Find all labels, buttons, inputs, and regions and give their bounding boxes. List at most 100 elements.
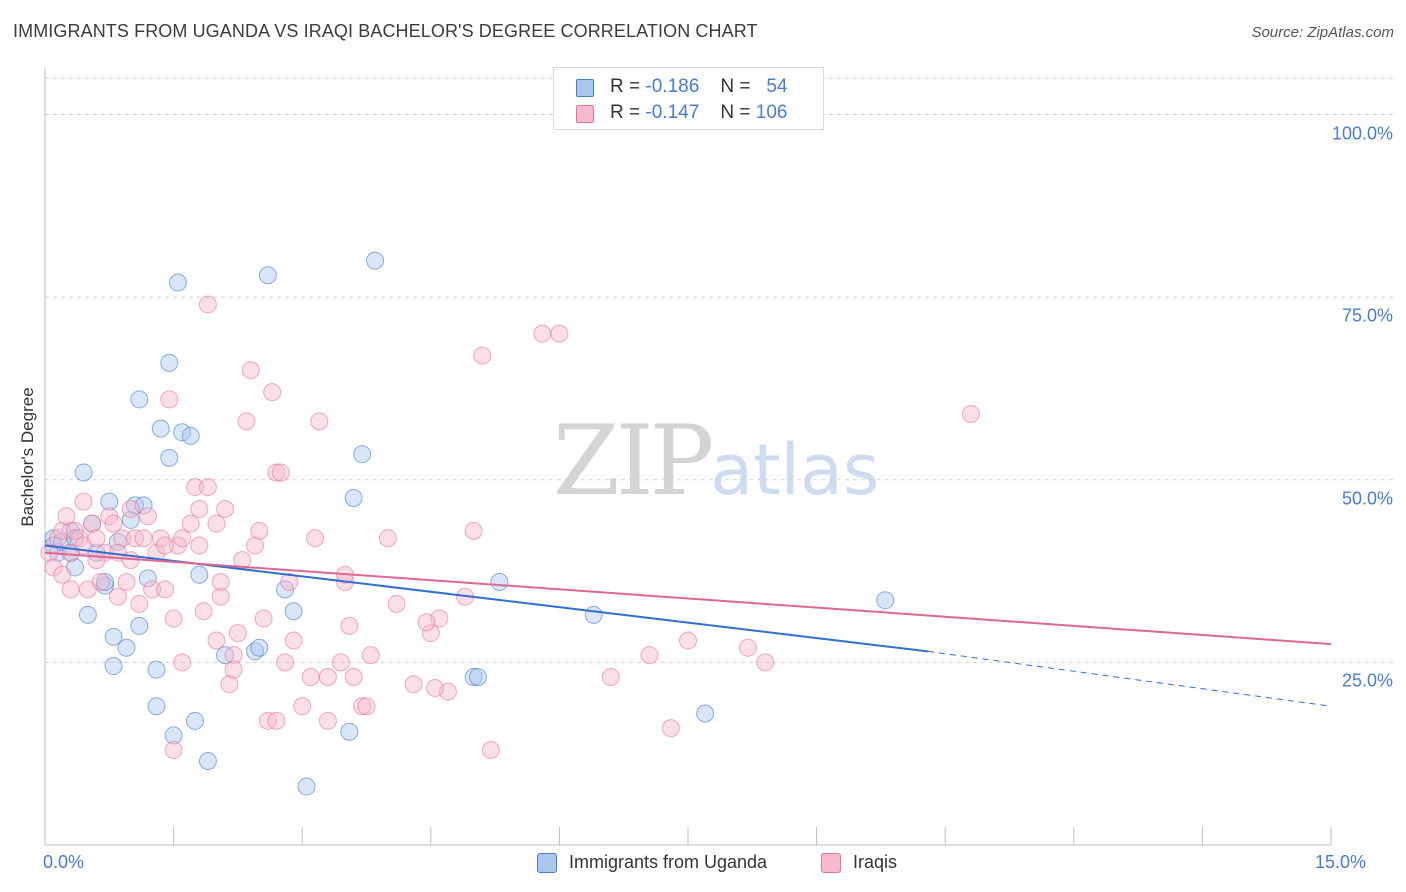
point-iraqi: [228, 624, 247, 643]
point-uganda: [104, 627, 123, 646]
point-iraqi: [194, 602, 213, 621]
chart-title: IMMIGRANTS FROM UGANDA VS IRAQI BACHELOR…: [13, 21, 758, 41]
point-iraqi: [426, 678, 445, 697]
point-iraqi: [224, 660, 243, 679]
point-iraqi: [143, 580, 162, 599]
point-iraqi: [74, 492, 93, 511]
point-iraqi: [481, 741, 500, 760]
point-iraqi: [280, 573, 299, 592]
point-uganda: [284, 602, 303, 621]
point-iraqi: [357, 697, 376, 716]
point-uganda: [160, 353, 179, 372]
point-uganda: [198, 751, 217, 770]
point-iraqi: [138, 507, 157, 526]
point-iraqi: [160, 390, 179, 409]
stats-n-label: N =: [720, 76, 751, 97]
point-uganda: [138, 569, 157, 588]
point-uganda: [147, 697, 166, 716]
point-iraqi: [156, 536, 175, 555]
point-iraqi: [211, 587, 230, 606]
point-iraqi: [53, 565, 72, 584]
point-iraqi: [318, 711, 337, 730]
point-iraqi: [104, 514, 123, 533]
point-iraqi: [216, 499, 235, 518]
point-iraqi: [473, 346, 492, 365]
point-iraqi: [87, 529, 106, 548]
point-uganda: [366, 251, 385, 270]
point-iraqi: [117, 573, 136, 592]
point-uganda: [186, 711, 205, 730]
point-iraqi: [190, 499, 209, 518]
point-uganda: [173, 423, 192, 442]
point-uganda: [96, 573, 115, 592]
stats-n-value: 106: [755, 102, 788, 123]
point-iraqi: [87, 551, 106, 570]
point-uganda: [160, 448, 179, 467]
point-iraqi: [173, 529, 192, 548]
point-iraqi: [207, 514, 226, 533]
point-iraqi: [237, 412, 256, 431]
point-iraqi: [417, 613, 436, 632]
point-iraqi: [340, 616, 359, 635]
point-iraqi: [164, 741, 183, 760]
point-uganda: [584, 605, 603, 624]
point-iraqi: [224, 646, 243, 665]
point-iraqi: [211, 573, 230, 592]
point-iraqi: [241, 361, 260, 380]
point-iraqi: [246, 536, 265, 555]
point-iraqi: [207, 631, 226, 650]
point-iraqi: [190, 536, 209, 555]
trendline-uganda-extension: [927, 650, 1332, 707]
point-uganda: [117, 638, 136, 657]
stats-box: R = -0.186 N = 54 R = -0.147 N = 106: [553, 67, 824, 130]
point-uganda: [490, 573, 509, 592]
legend-label-iraqis: Iraqis: [853, 852, 898, 872]
point-iraqi: [250, 521, 269, 540]
stats-r-value: -0.186: [645, 76, 700, 97]
point-iraqi: [134, 529, 153, 548]
watermark-atlas: atlas: [710, 429, 880, 511]
point-uganda: [100, 492, 119, 511]
x-tick-label: 15.0%: [1314, 852, 1366, 872]
point-iraqi: [57, 507, 76, 526]
point-iraqi: [756, 653, 775, 672]
point-uganda: [74, 463, 93, 482]
point-iraqi: [186, 478, 205, 497]
point-iraqi: [464, 521, 483, 540]
point-iraqi: [284, 631, 303, 650]
stats-swatch-iraqis: [576, 105, 594, 123]
y-tick-label: 50.0%: [1341, 488, 1393, 509]
point-uganda: [78, 605, 97, 624]
point-iraqi: [739, 638, 758, 657]
y-tick-label: 100.0%: [1331, 123, 1393, 144]
point-iraqi: [421, 624, 440, 643]
point-iraqi: [404, 675, 423, 694]
point-iraqi: [306, 529, 325, 548]
stats-n-value: 54: [766, 76, 788, 97]
point-uganda: [147, 660, 166, 679]
point-uganda: [340, 722, 359, 741]
point-uganda: [164, 726, 183, 745]
point-iraqi: [344, 667, 363, 686]
point-uganda: [130, 390, 149, 409]
point-uganda: [250, 638, 269, 657]
point-uganda: [121, 510, 140, 529]
point-uganda: [353, 445, 372, 464]
point-uganda: [258, 266, 277, 285]
point-uganda: [876, 591, 895, 610]
point-iraqi: [961, 405, 980, 424]
stats-r-value: -0.147: [645, 102, 700, 123]
point-iraqi: [198, 478, 217, 497]
point-uganda: [190, 565, 209, 584]
point-uganda: [464, 667, 483, 686]
point-iraqi: [267, 463, 286, 482]
point-iraqi: [156, 580, 175, 599]
point-iraqi: [53, 521, 72, 540]
point-iraqi: [121, 499, 140, 518]
x-tick-label: 0.0%: [43, 852, 85, 872]
point-iraqi: [198, 295, 217, 314]
point-uganda: [151, 419, 170, 438]
point-iraqi: [318, 667, 337, 686]
stats-r-label: R =: [610, 102, 641, 123]
